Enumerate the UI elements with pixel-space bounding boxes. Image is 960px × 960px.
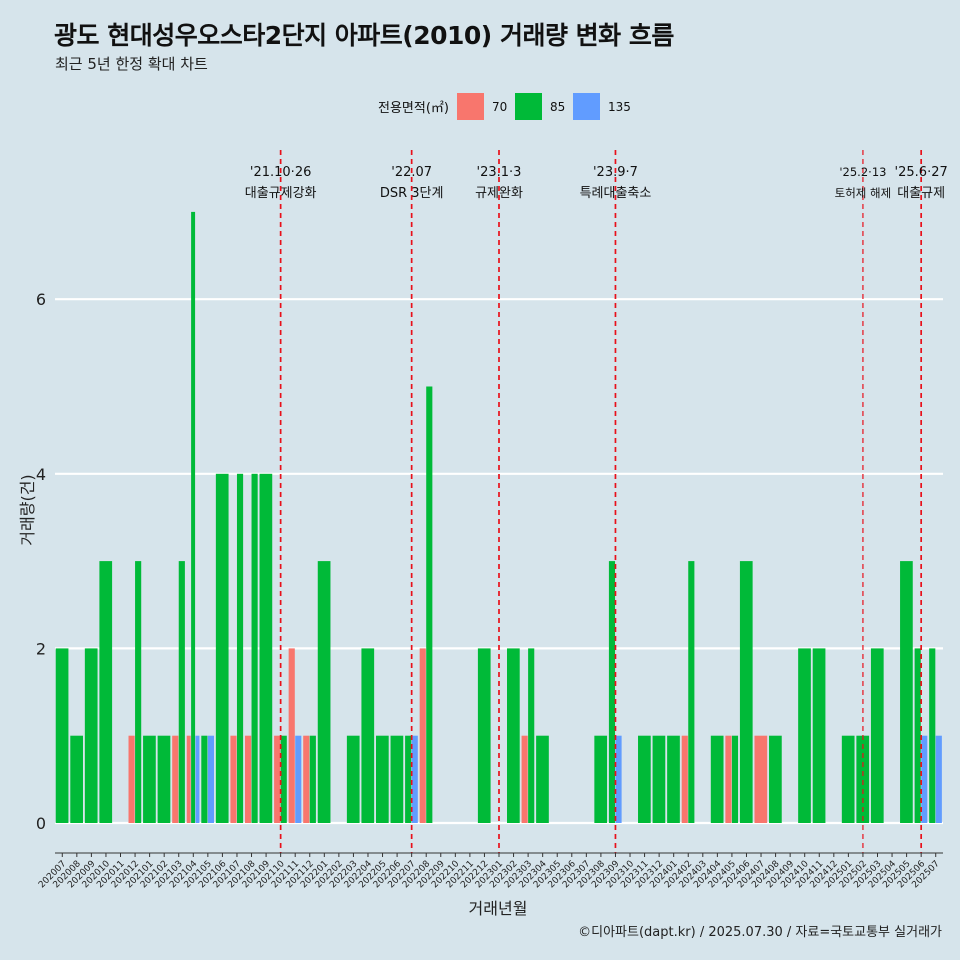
bar <box>295 735 302 823</box>
y-tick-label: 6 <box>36 290 46 309</box>
bar <box>280 735 287 823</box>
bar <box>754 735 768 823</box>
bar <box>405 735 412 823</box>
bar <box>172 735 179 823</box>
bar <box>84 648 98 823</box>
x-axis-title: 거래년월 <box>469 899 528 918</box>
bar <box>236 473 244 823</box>
bar <box>914 648 921 823</box>
event-policy-label: DSR 3단계 <box>380 186 444 201</box>
event-date-label: '21.10·26 <box>250 165 311 180</box>
event-date-label: '25.2·13 <box>839 165 886 179</box>
bar <box>128 735 135 823</box>
legend-label: 135 <box>608 100 631 114</box>
event-policy-label: 토허제 해제 <box>835 186 892 200</box>
bar-series <box>55 211 942 823</box>
bar <box>798 648 811 823</box>
bar <box>251 473 258 823</box>
bar <box>419 648 426 823</box>
bar <box>426 386 433 823</box>
bar <box>929 648 936 823</box>
event-date-label: '25.6·27 <box>895 165 948 180</box>
axes: 0246202007202008202009202010202011202012… <box>18 290 943 918</box>
bar <box>608 561 616 823</box>
bar <box>135 561 142 823</box>
bar <box>288 648 295 823</box>
bar <box>688 561 695 823</box>
y-tick-label: 2 <box>36 639 46 658</box>
bar <box>528 648 535 823</box>
chart-subtitle: 최근 5년 한정 확대 차트 <box>55 55 208 73</box>
bar <box>921 735 928 823</box>
bar <box>521 735 528 823</box>
legend-swatch <box>573 93 600 120</box>
y-tick-label: 4 <box>36 465 46 484</box>
bar <box>230 735 237 823</box>
bar <box>143 735 156 823</box>
bar <box>274 735 281 823</box>
bar <box>769 735 782 823</box>
bar <box>259 473 273 823</box>
event-date-label: '23.1·3 <box>477 165 522 180</box>
bar <box>507 648 520 823</box>
legend-swatch <box>515 93 542 120</box>
bar <box>303 735 310 823</box>
bar <box>652 735 666 823</box>
bar <box>361 648 375 823</box>
bar <box>812 648 826 823</box>
bar <box>215 473 229 823</box>
bar <box>615 735 622 823</box>
bar <box>70 735 83 823</box>
event-policy-label: 대출규제 <box>897 186 945 201</box>
legend-title: 전용면적(㎡) <box>378 101 449 116</box>
legend-label: 85 <box>550 100 565 114</box>
event-policy-label: 규제완화 <box>475 186 523 201</box>
bar <box>207 735 215 823</box>
bar <box>201 735 208 823</box>
bar <box>309 735 316 823</box>
bar <box>195 735 200 823</box>
bar <box>710 735 724 823</box>
legend-swatch <box>457 93 484 120</box>
bar <box>739 561 753 823</box>
bar <box>856 735 870 823</box>
bar <box>191 211 196 823</box>
bar <box>870 648 884 823</box>
legend: 전용면적(㎡) 70 85 135 <box>378 93 631 120</box>
event-markers: '21.10·26 대출규제강화 '22.07 DSR 3단계 '23.1·3 규제완화 '… <box>245 150 948 853</box>
bar <box>536 735 549 823</box>
bar <box>681 735 688 823</box>
bar <box>55 648 69 823</box>
bar <box>186 735 191 823</box>
event-date-label: '23.9·7 <box>593 165 638 180</box>
event-policy-label: 대출규제강화 <box>245 186 317 201</box>
bar <box>841 735 855 823</box>
bar <box>178 561 185 823</box>
bar <box>900 561 913 823</box>
bar <box>667 735 680 823</box>
bar <box>731 735 739 823</box>
bar <box>244 735 252 823</box>
bar <box>935 735 942 823</box>
event-policy-label: 특례대출축소 <box>580 186 652 201</box>
bar <box>317 561 331 823</box>
y-tick-label: 0 <box>36 814 46 833</box>
bar <box>346 735 360 823</box>
bar <box>638 735 651 823</box>
bar <box>99 561 113 823</box>
y-axis-title: 거래량(건) <box>18 474 37 545</box>
bar <box>375 735 389 823</box>
source-caption: ©디아파트(dapt.kr) / 2025.07.30 / 자료=국토교통부 실… <box>578 925 942 940</box>
bar <box>411 735 418 823</box>
bar <box>477 648 491 823</box>
bar <box>594 735 608 823</box>
chart-title: 광도 현대성우오스타2단지 아파트(2010) 거래량 변화 흐름 <box>54 21 674 50</box>
bar <box>390 735 404 823</box>
bar <box>157 735 171 823</box>
legend-label: 70 <box>492 100 507 114</box>
bar <box>725 735 732 823</box>
event-date-label: '22.07 <box>391 165 432 180</box>
